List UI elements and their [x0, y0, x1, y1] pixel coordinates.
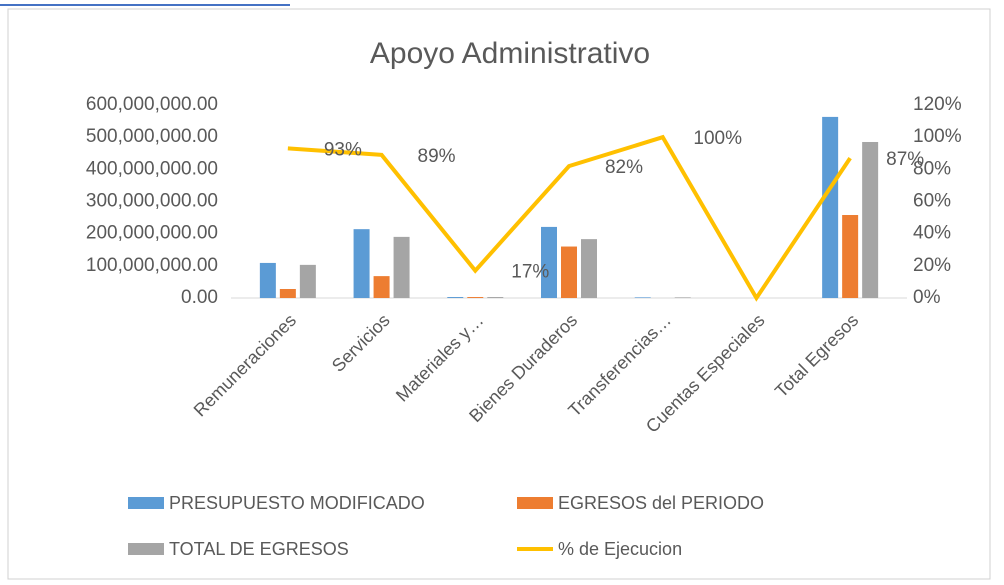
bar — [822, 116, 839, 298]
legend-label: TOTAL DE EGRESOS — [169, 539, 349, 559]
data-label: 17% — [511, 262, 549, 283]
bar — [353, 229, 370, 298]
legend-label: EGRESOS del PERIODO — [558, 493, 764, 513]
bar — [393, 236, 410, 298]
y-tick-label: 200,000,000.00 — [86, 223, 218, 244]
y2-tick-label: 80% — [913, 158, 951, 179]
legend-swatch — [128, 543, 164, 555]
y2-tick-label: 0% — [913, 287, 941, 308]
legend-label: % de Ejecucion — [558, 539, 682, 559]
data-label: 100% — [693, 128, 742, 149]
bar — [541, 226, 557, 298]
data-label: 93% — [324, 139, 362, 160]
bar — [373, 276, 390, 298]
bar — [467, 297, 484, 298]
data-label: 89% — [418, 146, 456, 167]
bar — [447, 297, 464, 298]
y-tick-label: 500,000,000.00 — [86, 126, 218, 147]
legend-swatch — [128, 497, 164, 509]
y-tick-label: 300,000,000.00 — [86, 191, 218, 212]
y-tick-label: 0.00 — [181, 287, 218, 308]
bar — [279, 288, 296, 298]
y2-tick-label: 100% — [913, 126, 962, 147]
bar — [674, 297, 691, 298]
bar — [842, 215, 859, 298]
y-tick-label: 400,000,000.00 — [86, 158, 218, 179]
y2-tick-label: 120% — [913, 94, 962, 115]
bar — [259, 262, 276, 298]
data-label: 82% — [605, 157, 643, 178]
bar — [561, 246, 577, 298]
data-label: 87% — [886, 149, 924, 170]
y2-tick-label: 40% — [913, 223, 951, 244]
y2-tick-label: 20% — [913, 255, 951, 276]
chart-title: Apoyo Administrativo — [370, 37, 650, 70]
line — [287, 134, 852, 302]
legend-swatch — [517, 497, 553, 509]
bar — [634, 297, 651, 298]
bar — [487, 297, 504, 298]
y-tick-label: 100,000,000.00 — [86, 255, 218, 276]
bar — [581, 239, 597, 298]
bar — [862, 141, 879, 298]
y-tick-label: 600,000,000.00 — [86, 94, 218, 115]
y2-tick-label: 60% — [913, 191, 951, 212]
legend-label: PRESUPUESTO MODIFICADO — [169, 493, 425, 513]
bar — [299, 264, 316, 298]
